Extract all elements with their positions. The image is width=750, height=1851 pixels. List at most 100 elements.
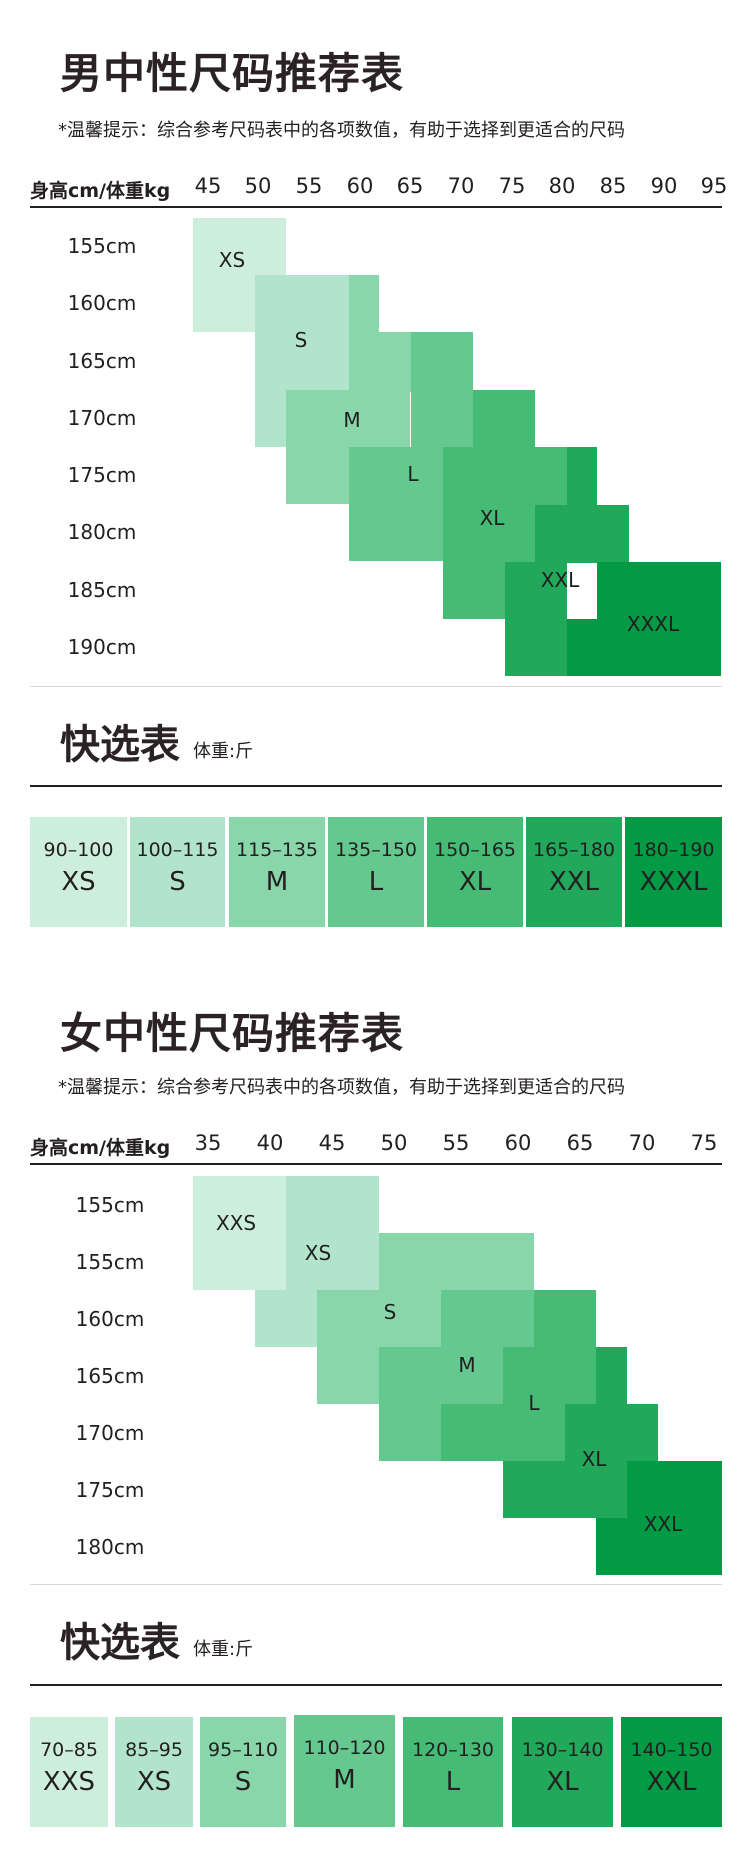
size-label: XL	[581, 1447, 607, 1471]
height-label: 180cm	[75, 1535, 145, 1559]
quick-range: 180–190	[632, 839, 715, 861]
quick-card-l: 120–130 L	[403, 1717, 503, 1827]
male-tip: *温馨提示：综合参考尺码表中的各项数值，有助于选择到更适合的尺码	[58, 120, 625, 141]
quick-card-xxl: 140–150 XXL	[621, 1717, 722, 1827]
weight-tick: 55	[442, 1131, 470, 1155]
size-label: XXXL	[626, 612, 680, 636]
quick-range: 100–115	[136, 839, 219, 861]
weight-tick: 70	[628, 1131, 656, 1155]
size-block-m	[379, 1347, 503, 1404]
height-label: 155cm	[67, 234, 137, 258]
quick-range: 130–140	[521, 1739, 604, 1761]
size-block-xxl	[596, 1518, 627, 1575]
height-label: 190cm	[67, 635, 137, 659]
size-label: XS	[304, 1241, 332, 1265]
height-label: 170cm	[75, 1421, 145, 1445]
size-block-m	[379, 1404, 441, 1461]
size-label: XS	[218, 248, 246, 272]
male-header-rule	[30, 206, 722, 208]
quick-card-xxs: 70–85 XXS	[30, 1717, 108, 1827]
height-label: 175cm	[75, 1478, 145, 1502]
quick-card-xs: 85–95 XS	[115, 1717, 193, 1827]
size-block-l	[534, 1290, 596, 1347]
female-header-label: 身高cm/体重kg	[30, 1137, 171, 1159]
quick-card-s: 95–110 S	[200, 1717, 286, 1827]
size-block-l	[503, 1347, 596, 1404]
male-quick-rule	[30, 785, 722, 787]
size-block-xxl	[627, 1461, 722, 1575]
female-header-rule	[30, 1163, 722, 1165]
quick-size: XS	[136, 1767, 172, 1797]
weight-tick: 70	[447, 174, 475, 198]
quick-range: 135–150	[334, 839, 418, 861]
height-label: 185cm	[67, 578, 137, 602]
size-label: M	[343, 408, 361, 432]
size-label: M	[458, 1353, 476, 1377]
quick-range: 115–135	[235, 839, 319, 861]
male-quick-subtitle: 体重:斤	[193, 741, 254, 762]
weight-tick: 60	[504, 1131, 532, 1155]
size-block-xs	[286, 1176, 379, 1290]
female-title: 女中性尺码推荐表	[60, 1009, 405, 1058]
size-block-xl	[565, 1404, 658, 1461]
size-block-xl	[503, 1461, 627, 1518]
size-block-xxl	[505, 562, 567, 676]
size-label: L	[407, 462, 419, 486]
quick-size: S	[234, 1767, 252, 1797]
quick-range: 95–110	[208, 1739, 278, 1761]
size-label: S	[294, 328, 308, 352]
height-label: 165cm	[75, 1364, 145, 1388]
size-block-m	[349, 332, 411, 392]
weight-tick: 75	[498, 174, 526, 198]
height-label: 155cm	[75, 1193, 145, 1217]
female-quick-rule	[30, 1684, 722, 1686]
quick-size: XL	[546, 1767, 579, 1797]
quick-size: M	[265, 867, 289, 897]
quick-card-xl: 130–140 XL	[512, 1717, 613, 1827]
weight-tick: 40	[256, 1131, 284, 1155]
size-block-l	[349, 447, 443, 561]
weight-tick: 90	[650, 174, 678, 198]
size-block-xxxl	[597, 562, 721, 676]
quick-card-m: 110–120 M	[294, 1715, 395, 1827]
quick-range: 110–120	[303, 1737, 386, 1759]
height-label: 170cm	[67, 406, 137, 430]
size-label: XXL	[540, 568, 580, 592]
male-quick-title: 快选表	[60, 722, 180, 768]
quick-range: 120–130	[411, 1739, 495, 1761]
quick-range: 90–100	[43, 839, 114, 861]
height-label: 160cm	[67, 291, 137, 315]
height-label: 180cm	[67, 520, 137, 544]
size-block-l	[441, 1404, 565, 1461]
size-block-xxl	[567, 447, 597, 505]
weight-tick: 35	[194, 1131, 222, 1155]
quick-size: M	[333, 1765, 356, 1795]
quick-card-xxl: 165–180 XXL	[526, 817, 622, 927]
size-block-s	[379, 1233, 503, 1290]
quick-size: S	[169, 867, 186, 897]
size-block-s	[503, 1233, 534, 1290]
quick-size: XXL	[646, 1767, 697, 1797]
weight-tick: 85	[599, 174, 627, 198]
female-tip: *温馨提示：综合参考尺码表中的各项数值，有助于选择到更适合的尺码	[58, 1077, 625, 1098]
height-label: 165cm	[67, 349, 137, 373]
size-block-xl	[596, 1347, 627, 1404]
quick-range: 150–165	[433, 839, 517, 861]
quick-card-m: 115–135 M	[229, 817, 325, 927]
quick-size: XXXL	[639, 867, 708, 897]
quick-card-l: 135–150 L	[328, 817, 424, 927]
height-label: 160cm	[75, 1307, 145, 1331]
weight-tick: 55	[295, 174, 323, 198]
size-label: S	[383, 1300, 397, 1324]
size-block-xs	[255, 1290, 317, 1347]
size-block-xxl	[535, 505, 629, 563]
quick-range: 85–95	[125, 1739, 183, 1761]
quick-size: L	[445, 1767, 461, 1797]
height-label: 175cm	[67, 463, 137, 487]
size-block-m	[441, 1290, 534, 1347]
height-label: 155cm	[75, 1250, 145, 1274]
quick-card-xl: 150–165 XL	[427, 817, 523, 927]
female-quick-subtitle: 体重:斤	[193, 1639, 254, 1660]
weight-tick: 95	[700, 174, 728, 198]
quick-card-xxxl: 180–190 XXXL	[625, 817, 722, 927]
